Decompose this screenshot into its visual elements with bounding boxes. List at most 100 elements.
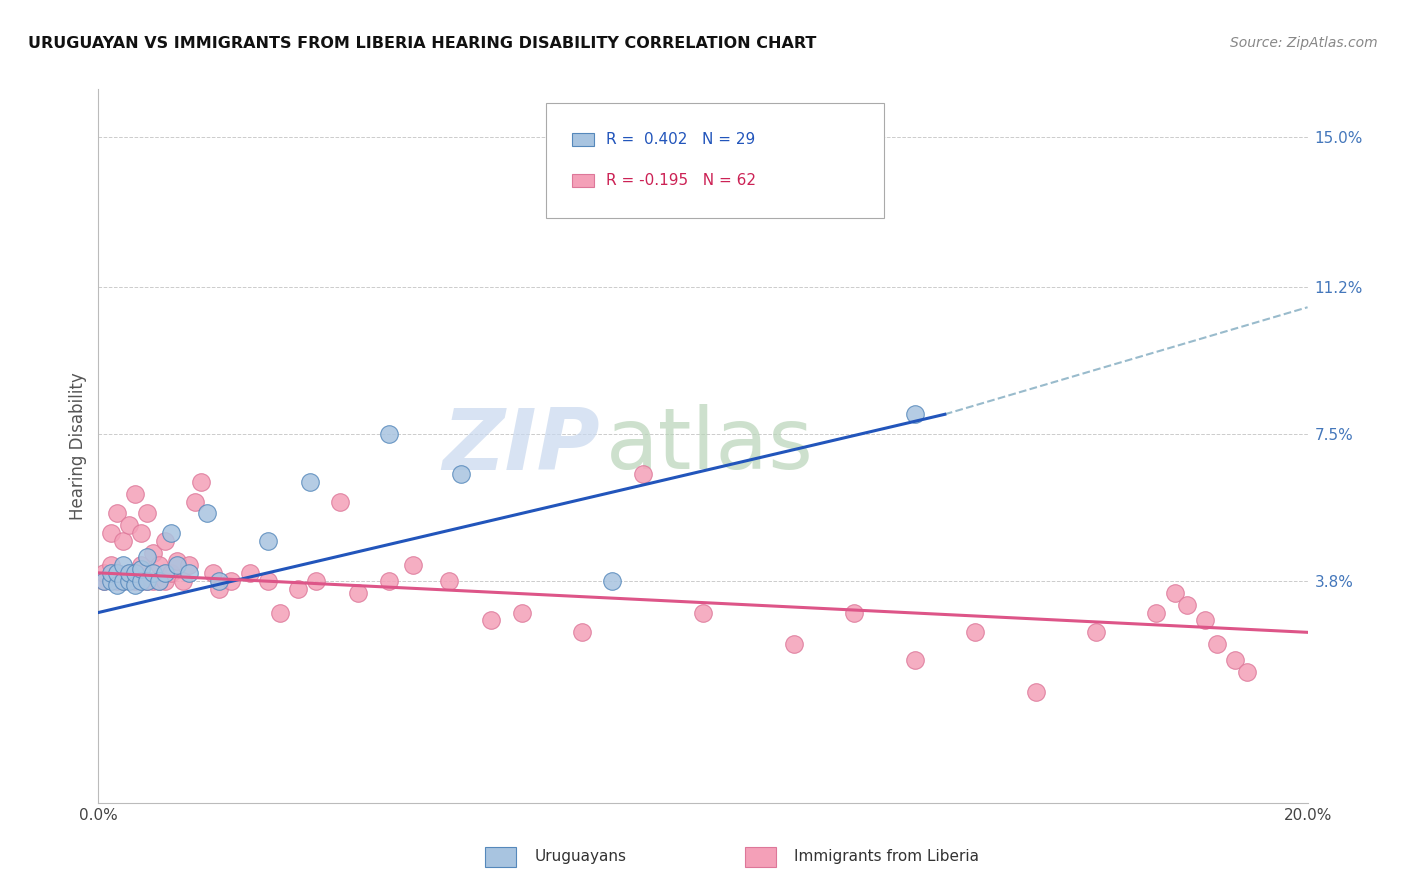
Point <box>142 574 165 588</box>
Point <box>93 574 115 588</box>
Point <box>153 534 176 549</box>
Text: Source: ZipAtlas.com: Source: ZipAtlas.com <box>1230 36 1378 50</box>
Point <box>965 625 987 640</box>
Point <box>160 526 183 541</box>
Bar <box>572 133 595 145</box>
Point <box>184 494 207 508</box>
Point <box>153 574 176 588</box>
Point <box>329 494 352 508</box>
Point <box>111 534 134 549</box>
Point <box>631 467 654 481</box>
Point <box>256 574 278 588</box>
Point <box>148 574 170 588</box>
Point <box>111 574 134 588</box>
Point <box>195 507 218 521</box>
Point <box>129 558 152 572</box>
Point <box>437 574 460 588</box>
Point <box>1144 606 1167 620</box>
Point <box>305 574 328 588</box>
Text: Immigrants from Liberia: Immigrants from Liberia <box>794 849 980 863</box>
Point <box>256 534 278 549</box>
Point <box>692 606 714 620</box>
Point <box>450 467 472 481</box>
Point <box>100 526 122 541</box>
Point <box>1236 665 1258 679</box>
Point <box>481 614 503 628</box>
Point <box>904 653 927 667</box>
Point <box>208 574 231 588</box>
Point <box>100 574 122 588</box>
Point <box>124 486 146 500</box>
Point <box>100 566 122 580</box>
Point <box>129 574 152 588</box>
Point <box>124 566 146 580</box>
Point <box>179 566 201 580</box>
Point <box>783 637 806 651</box>
Point <box>93 566 115 580</box>
Point <box>153 566 176 580</box>
Point <box>1194 614 1216 628</box>
Point <box>148 558 170 572</box>
Point <box>844 606 866 620</box>
Point <box>172 574 194 588</box>
Y-axis label: Hearing Disability: Hearing Disability <box>69 372 87 520</box>
Point <box>118 574 141 588</box>
Point <box>105 574 128 588</box>
Point <box>269 606 291 620</box>
Point <box>135 574 157 588</box>
Point <box>105 566 128 580</box>
Point <box>142 566 165 580</box>
Point <box>1223 653 1246 667</box>
Point <box>129 562 152 576</box>
Text: R = -0.195   N = 62: R = -0.195 N = 62 <box>606 173 756 188</box>
Point <box>904 407 927 421</box>
Point <box>287 582 309 596</box>
Point <box>602 574 624 588</box>
Point <box>571 625 593 640</box>
Point <box>105 507 128 521</box>
Point <box>1175 598 1198 612</box>
Point <box>239 566 262 580</box>
Text: atlas: atlas <box>606 404 814 488</box>
Point <box>124 578 146 592</box>
Point <box>1206 637 1229 651</box>
Point <box>166 558 188 572</box>
Point <box>111 574 134 588</box>
Point <box>105 566 128 580</box>
Point <box>100 558 122 572</box>
Point <box>299 475 322 489</box>
Point <box>402 558 425 572</box>
Point <box>124 574 146 588</box>
Point <box>347 585 370 599</box>
Point <box>93 574 115 588</box>
Point <box>179 558 201 572</box>
Point <box>148 574 170 588</box>
Point <box>160 566 183 580</box>
Point <box>1024 685 1046 699</box>
FancyBboxPatch shape <box>546 103 884 218</box>
Point <box>221 574 243 588</box>
Point <box>208 582 231 596</box>
Point <box>377 574 399 588</box>
Point <box>142 546 165 560</box>
Point <box>1163 585 1185 599</box>
Text: R =  0.402   N = 29: R = 0.402 N = 29 <box>606 132 755 146</box>
Point <box>377 427 399 442</box>
Point <box>135 574 157 588</box>
Point <box>124 566 146 580</box>
Text: ZIP: ZIP <box>443 404 600 488</box>
Point <box>190 475 212 489</box>
Text: URUGUAYAN VS IMMIGRANTS FROM LIBERIA HEARING DISABILITY CORRELATION CHART: URUGUAYAN VS IMMIGRANTS FROM LIBERIA HEA… <box>28 36 817 51</box>
Point <box>118 566 141 580</box>
Point <box>129 526 152 541</box>
Point <box>135 507 157 521</box>
Point <box>129 574 152 588</box>
Point <box>510 606 533 620</box>
Bar <box>572 174 595 187</box>
Point <box>118 566 141 580</box>
Point <box>1085 625 1108 640</box>
Point <box>111 558 134 572</box>
Point <box>118 518 141 533</box>
Point <box>166 554 188 568</box>
Text: Uruguayans: Uruguayans <box>534 849 626 863</box>
